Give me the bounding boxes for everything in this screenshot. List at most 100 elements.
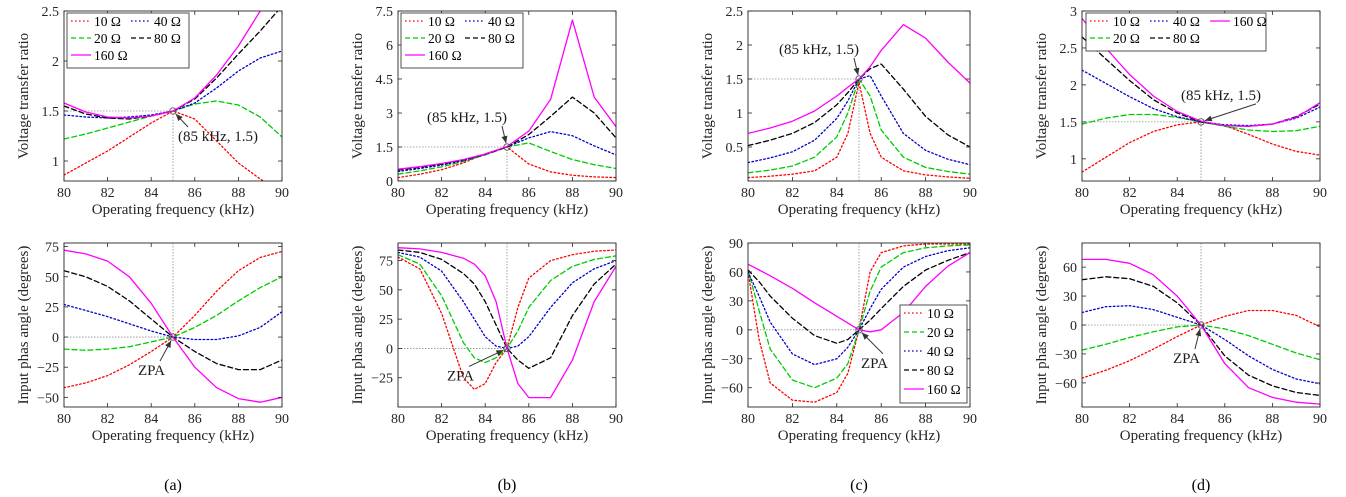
panel-caption: (d): [1192, 477, 1211, 494]
y-tick-label: 0: [386, 175, 393, 190]
annotation-label: (85 kHz, 1.5): [178, 129, 258, 145]
y-tick-label: 3: [386, 107, 393, 122]
x-tick-label: 82: [785, 412, 799, 427]
x-tick-label: 88: [919, 186, 933, 201]
axes-box: [747, 10, 971, 182]
y-axis-label: Voltage transfer ratio: [350, 33, 366, 159]
legend-box: [899, 304, 968, 404]
y-tick-label: −60: [721, 382, 743, 397]
series-line-80-ohm: [748, 251, 970, 344]
chart-panel-c-voltage: 80 82 84 86 88 90 0.5 1 1.5 2 2.5 Operating frequen…: [700, 5, 977, 218]
legend-entry-label: 40 Ω: [154, 14, 181, 29]
chart-panel-d-voltage: 80 82 84 86 88 90 1 1.5 2 2.5 3 Operating frequency…: [1034, 5, 1327, 218]
x-axis-label: Operating frequency (kHz): [92, 428, 254, 444]
legend-box: [1085, 12, 1267, 52]
x-tick-label: 90: [1313, 412, 1327, 427]
x-tick-label: 80: [391, 412, 405, 427]
y-axis-label: Input phas angle (degrees): [16, 246, 32, 405]
series-group: [64, 11, 282, 181]
x-tick-label: 80: [1075, 186, 1089, 201]
y-tick-label: 1.5: [1060, 116, 1078, 131]
legend: 10 Ω 20 Ω 40 Ω 80 Ω 160 Ω: [400, 12, 524, 69]
y-tick-label: −60: [1055, 377, 1077, 392]
annotation-label: ZPA: [138, 363, 165, 379]
x-tick-label: 80: [741, 186, 755, 201]
x-axis-label: Operating frequency (kHz): [426, 202, 588, 218]
annotation-arrowhead: [1204, 115, 1213, 122]
y-tick-label: 60: [729, 266, 743, 281]
annotation-marker: [855, 75, 863, 83]
series-line-160-ohm: [398, 247, 616, 399]
x-axis-label: Operating frequency (kHz): [1120, 428, 1282, 444]
x-tick-label: 84: [830, 186, 844, 201]
y-tick-label: 0: [386, 342, 393, 357]
series-line-20-ohm: [398, 254, 616, 364]
panel-caption: (a): [164, 477, 182, 494]
x-tick-label: 80: [1075, 412, 1089, 427]
series-line-160-ohm: [398, 19, 616, 170]
legend-entry-label: 160 Ω: [927, 382, 961, 397]
y-tick-label: −25: [371, 372, 393, 387]
legend: 10 Ω 20 Ω 40 Ω 80 Ω 160 Ω: [66, 12, 190, 69]
y-tick-label: 2.5: [726, 5, 744, 20]
annotation-arrowhead: [165, 340, 172, 349]
series-line-10-ohm: [748, 243, 970, 403]
legend-entry-label: 40 Ω: [927, 344, 954, 359]
annotation-arrowhead: [861, 332, 869, 340]
y-tick-label: −30: [721, 353, 743, 368]
legend-entry-label: 80 Ω: [488, 31, 515, 46]
x-tick-label: 80: [391, 186, 405, 201]
series-line-80-ohm: [398, 249, 616, 369]
x-tick-label: 82: [785, 186, 799, 201]
x-tick-label: 90: [1313, 186, 1327, 201]
y-tick-label: 50: [45, 271, 59, 286]
series-line-40-ohm: [1082, 69, 1320, 127]
chart-panel-a-voltage: 80 82 84 86 88 90 1 1.5 2 2.5 Operating frequency …: [16, 5, 289, 218]
series-line-40-ohm: [748, 74, 970, 166]
axes-box: [1081, 10, 1321, 182]
y-tick-label: 3: [1070, 5, 1077, 20]
legend: 10 Ω 20 Ω 40 Ω 80 Ω 160 Ω: [899, 304, 968, 404]
x-tick-label: 84: [830, 412, 844, 427]
chart-panel-c-phase: 80 82 84 86 88 90 −60 −30 0 30 60 90 Operating frequ…: [700, 237, 977, 494]
y-tick-label: 50: [379, 284, 393, 299]
legend-entry-label: 20 Ω: [927, 325, 954, 340]
x-tick-label: 90: [963, 412, 977, 427]
annotation-marker: [169, 333, 177, 341]
series-line-80-ohm: [1082, 276, 1320, 397]
x-tick-label: 88: [919, 412, 933, 427]
y-tick-label: 1.5: [726, 73, 744, 88]
y-tick-label: −30: [1055, 348, 1077, 363]
series-line-160-ohm: [1082, 258, 1320, 405]
y-tick-label: 0.5: [726, 141, 744, 156]
legend-entry-label: 10 Ω: [927, 306, 954, 321]
y-tick-label: 25: [45, 301, 59, 316]
annotation-arrow: [1204, 103, 1257, 122]
series-line-160-ohm: [748, 23, 970, 135]
annotation-label: ZPA: [861, 356, 888, 372]
series-line-10-ohm: [1082, 309, 1320, 379]
chart-panel-b-voltage: 80 82 84 86 88 90 0 1.5 3 4.5 6 7.5 Operating freque…: [350, 5, 623, 218]
annotation-marker: [855, 326, 863, 334]
x-tick-label: 84: [144, 412, 158, 427]
legend-entry-label: 40 Ω: [488, 14, 515, 29]
series-line-160-ohm: [1082, 17, 1320, 127]
x-tick-label: 82: [1123, 412, 1137, 427]
x-tick-label: 86: [874, 412, 888, 427]
annotation-label: ZPA: [447, 368, 474, 384]
annotation-label: (85 kHz, 1.5): [1181, 88, 1261, 104]
legend-entry-label: 20 Ω: [1113, 31, 1140, 46]
y-axis-label: Input phas angle (degrees): [1034, 246, 1050, 405]
legend-entry-label: 80 Ω: [927, 363, 954, 378]
series-group: [748, 243, 970, 403]
annotation-marker: [503, 344, 511, 353]
y-tick-label: −50: [37, 391, 59, 406]
x-axis-label: Operating frequency (kHz): [778, 428, 940, 444]
x-tick-label: 88: [565, 186, 579, 201]
axes-box: [747, 242, 971, 408]
series-group: [398, 247, 616, 399]
annotation-label: (85 kHz, 1.5): [427, 110, 507, 126]
chart-panel-b-phase: 80 82 84 86 88 90 −25 0 25 50 75 Operating frequenc…: [350, 242, 623, 494]
legend-entry-label: 160 Ω: [428, 48, 462, 63]
